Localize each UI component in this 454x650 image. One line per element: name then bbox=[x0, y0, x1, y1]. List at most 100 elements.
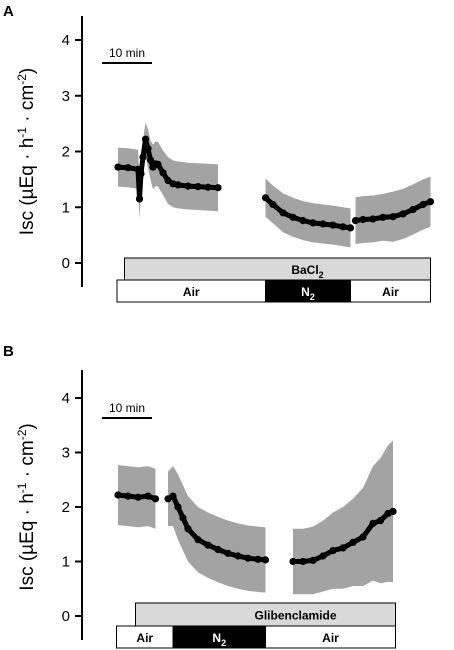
data-point bbox=[261, 556, 270, 564]
scale-bar-label: 10 min bbox=[109, 401, 145, 415]
data-point bbox=[174, 503, 182, 511]
data-point bbox=[329, 221, 337, 229]
sd-band-3 bbox=[355, 176, 431, 244]
data-point bbox=[114, 491, 122, 499]
panel-b: B 0 1 2 3 4 Isc (µEq · h-1 · cm-2) 10 min Gliben… bbox=[3, 343, 397, 649]
data-point bbox=[114, 163, 122, 171]
data-point bbox=[409, 205, 417, 214]
data-point bbox=[309, 556, 317, 565]
data-point bbox=[379, 213, 387, 221]
treatment-label-subscript: 2 bbox=[319, 270, 324, 280]
scale-bar-label: 10 min bbox=[109, 46, 145, 60]
gas-label-text: N bbox=[212, 631, 221, 645]
data-point bbox=[351, 217, 360, 225]
data-point bbox=[339, 544, 347, 552]
ylabel-main: Isc (µEq · h bbox=[17, 493, 38, 591]
gas-label-subscript: 2 bbox=[221, 638, 226, 648]
treatment-bar-label: Glibenclamide bbox=[254, 609, 336, 623]
gas-bar-label-3: Air bbox=[322, 631, 339, 645]
treatment-label-text: Glibenclamide bbox=[254, 609, 336, 623]
data-point bbox=[146, 156, 155, 164]
data-point bbox=[204, 541, 212, 549]
gas-label-text: Air bbox=[382, 285, 399, 299]
data-point bbox=[309, 219, 317, 227]
data-point bbox=[346, 224, 355, 232]
data-point bbox=[339, 223, 347, 231]
ylabel-main: Isc (µEq · h bbox=[17, 138, 38, 236]
ylabel-exp2: -2 bbox=[15, 429, 29, 440]
data-point bbox=[299, 217, 307, 225]
data-point bbox=[159, 169, 167, 177]
gas-label-text: Air bbox=[136, 631, 153, 645]
data-point bbox=[124, 164, 132, 172]
data-point bbox=[376, 517, 385, 525]
data-point bbox=[299, 557, 307, 566]
y-tick-label: 2 bbox=[62, 499, 70, 516]
treatment-bar bbox=[124, 257, 431, 281]
y-tick-label: 2 bbox=[62, 144, 70, 161]
data-point bbox=[139, 153, 147, 161]
data-point bbox=[289, 557, 297, 566]
data-point bbox=[194, 536, 202, 544]
data-point bbox=[359, 533, 367, 541]
y-axis-label: Isc (µEq · h-1 · cm-2) bbox=[15, 423, 38, 590]
data-point bbox=[137, 170, 145, 178]
y-tick-label: 1 bbox=[62, 554, 70, 571]
data-point bbox=[369, 215, 377, 223]
gas-label-text: N bbox=[301, 285, 310, 299]
data-point bbox=[269, 200, 277, 209]
data-point bbox=[204, 183, 212, 191]
ylabel-mid: · cm bbox=[17, 440, 38, 482]
panel-letter: B bbox=[3, 343, 14, 360]
data-point bbox=[319, 552, 327, 560]
ylabel-exp1: -1 bbox=[15, 482, 29, 493]
treatment-bar-label: BaCl2 bbox=[291, 263, 323, 280]
panel-letter: A bbox=[3, 3, 14, 20]
data-point bbox=[134, 493, 142, 501]
data-point bbox=[349, 538, 357, 547]
data-point bbox=[135, 195, 144, 203]
data-point bbox=[369, 519, 377, 528]
data-point bbox=[234, 552, 242, 560]
data-point bbox=[141, 135, 150, 143]
y-tick-label: 4 bbox=[62, 32, 70, 49]
data-point bbox=[179, 514, 187, 522]
data-point bbox=[359, 215, 367, 224]
data-point bbox=[151, 495, 160, 503]
sd-band-3 bbox=[293, 440, 393, 595]
sd-band-2 bbox=[265, 178, 351, 248]
data-point bbox=[214, 184, 222, 192]
data-point bbox=[289, 213, 297, 221]
data-point bbox=[224, 549, 232, 557]
data-point bbox=[154, 160, 162, 168]
y-tick-label: 0 bbox=[62, 608, 70, 625]
data-point bbox=[169, 492, 177, 500]
data-point bbox=[244, 554, 252, 562]
gas-bar-3 bbox=[350, 279, 431, 303]
data-point bbox=[124, 492, 132, 500]
treatment-label-text: BaCl bbox=[291, 263, 318, 277]
gas-bar-label-2: N2 bbox=[212, 631, 226, 648]
ylabel-end: ) bbox=[17, 423, 38, 429]
data-point bbox=[184, 182, 192, 190]
gas-bar-label-2: N2 bbox=[301, 285, 315, 302]
data-point bbox=[329, 547, 337, 555]
y-tick-label: 3 bbox=[62, 88, 70, 105]
gas-bar-label-3: Air bbox=[382, 285, 399, 299]
y-tick-label: 0 bbox=[62, 255, 70, 272]
data-point bbox=[194, 183, 202, 191]
data-point bbox=[261, 194, 270, 202]
y-tick-label: 3 bbox=[62, 445, 70, 462]
data-point bbox=[389, 507, 397, 515]
ylabel-mid: · cm bbox=[17, 85, 38, 127]
data-point bbox=[254, 555, 262, 563]
data-point bbox=[144, 492, 152, 500]
gas-bar-label-1: Air bbox=[136, 631, 153, 645]
gas-label-text: Air bbox=[322, 631, 339, 645]
ylabel-exp1: -1 bbox=[15, 127, 29, 138]
sd-band-2 bbox=[168, 466, 266, 593]
data-point bbox=[279, 209, 287, 217]
data-point bbox=[174, 181, 182, 189]
data-point bbox=[184, 525, 192, 533]
